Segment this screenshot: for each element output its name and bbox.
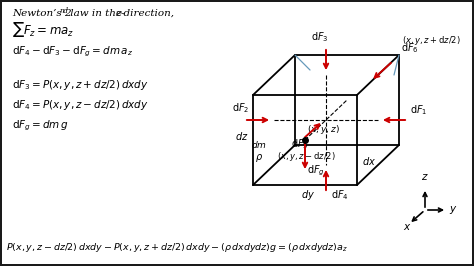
Text: $\mathrm{d}F_1$: $\mathrm{d}F_1$: [410, 103, 428, 117]
Text: $\mathrm{d}F_3=P(x,y,z+dz/2)\,dxdy$: $\mathrm{d}F_3=P(x,y,z+dz/2)\,dxdy$: [12, 78, 149, 92]
Text: $\mathrm{d}F_g=dm\,g$: $\mathrm{d}F_g=dm\,g$: [12, 118, 69, 133]
Text: law in the: law in the: [67, 9, 125, 18]
Text: $dy$: $dy$: [301, 188, 315, 202]
Text: $(x,y,z-\mathrm{d}z/2)$: $(x,y,z-\mathrm{d}z/2)$: [277, 150, 336, 163]
Text: $\mathrm{d}F_4-\mathrm{d}F_3-\mathrm{d}F_g=dm\,a_z$: $\mathrm{d}F_4-\mathrm{d}F_3-\mathrm{d}F…: [12, 44, 133, 59]
Text: z: z: [115, 9, 120, 18]
Text: $P(x,y,z-dz/2)\,dxdy-P(x,y,z+dz/2)\,dxdy-(\rho\,dxdydz)g=(\rho\,dxdydz)a_z$: $P(x,y,z-dz/2)\,dxdy-P(x,y,z+dz/2)\,dxdy…: [6, 241, 348, 254]
Text: $y$: $y$: [449, 204, 457, 216]
Text: $\mathrm{d}F_3$: $\mathrm{d}F_3$: [311, 30, 329, 44]
FancyBboxPatch shape: [2, 2, 472, 264]
Text: $\mathrm{d}F_4$: $\mathrm{d}F_4$: [331, 188, 349, 202]
Text: $\mathrm{d}F_6$: $\mathrm{d}F_6$: [401, 41, 419, 55]
Text: $(x,y,z+\mathrm{d}z/2)$: $(x,y,z+\mathrm{d}z/2)$: [402, 34, 461, 47]
Text: $\mathrm{d}F_4=P(x,y,z-dz/2)\,dxdy$: $\mathrm{d}F_4=P(x,y,z-dz/2)\,dxdy$: [12, 98, 149, 112]
Text: $\mathrm{d}F_5$: $\mathrm{d}F_5$: [291, 137, 309, 151]
Text: $(x,y,z)$: $(x,y,z)$: [307, 123, 340, 136]
Text: $z$: $z$: [421, 172, 428, 182]
Text: $dx$: $dx$: [362, 155, 376, 167]
Text: $x$: $x$: [403, 222, 411, 232]
Text: $dm$: $dm$: [251, 139, 267, 150]
Text: $\mathrm{d}F_2$: $\mathrm{d}F_2$: [232, 101, 249, 115]
Text: -direction,: -direction,: [121, 9, 175, 18]
Text: $dz$: $dz$: [235, 130, 248, 142]
Text: $\mathrm{d}F_g$: $\mathrm{d}F_g$: [307, 163, 325, 178]
Text: $\sum F_z = ma_z$: $\sum F_z = ma_z$: [12, 20, 74, 39]
Text: Newton’s 2: Newton’s 2: [12, 9, 72, 18]
Text: nd: nd: [60, 7, 69, 15]
Text: $\rho$: $\rho$: [255, 152, 263, 164]
